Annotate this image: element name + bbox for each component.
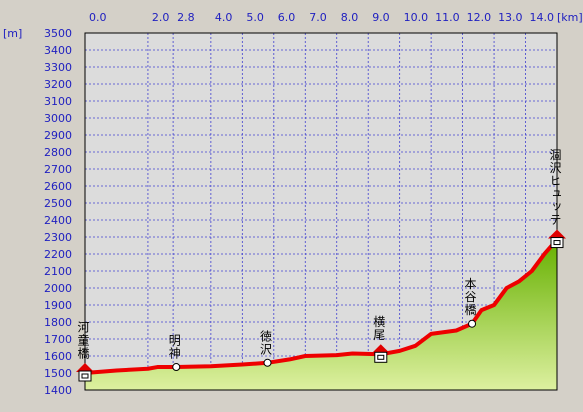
x-tick-label: 2.0 (152, 11, 170, 24)
x-tick-label: 5.0 (246, 11, 263, 24)
x-tick-label: 11.0 (435, 11, 460, 24)
x-tick-label: 10.0 (404, 11, 429, 24)
hut-marker (548, 229, 566, 249)
hut-marker (76, 363, 94, 382)
y-tick-label: 2300 (44, 231, 72, 244)
spot-marker (468, 319, 477, 328)
waypoint-label: 河童橋 (76, 321, 90, 360)
x-tick-label: 8.0 (341, 11, 359, 24)
x-tick-label: 0.0 (89, 11, 107, 24)
waypoint-label: 涸沢ヒュッテ (548, 148, 562, 226)
y-tick-label: 2000 (44, 282, 72, 295)
waypoint-label: 徳沢 (259, 328, 273, 355)
x-tick-label: 4.0 (215, 11, 233, 24)
y-tick-label: 2600 (44, 180, 72, 193)
y-tick-label: 2500 (44, 197, 72, 210)
x-tick-label: 6.0 (278, 11, 296, 24)
y-tick-label: 3200 (44, 78, 72, 91)
x-unit: [km] (557, 11, 583, 24)
y-unit: [m] (3, 27, 22, 40)
x-tick-label: 2.8 (177, 11, 195, 24)
y-tick-label: 1800 (44, 316, 72, 329)
y-tick-label: 3100 (44, 95, 72, 108)
y-tick-label: 1500 (44, 367, 72, 380)
y-tick-label: 2100 (44, 265, 72, 278)
y-tick-label: 3500 (44, 27, 72, 40)
x-tick-label: 7.0 (309, 11, 327, 24)
x-tick-label: 14.0 (530, 11, 555, 24)
x-tick-label: 12.0 (467, 11, 492, 24)
y-tick-label: 2700 (44, 163, 72, 176)
spot-marker (172, 363, 181, 372)
x-tick-label: 13.0 (498, 11, 522, 24)
y-tick-label: 1700 (44, 333, 72, 346)
waypoint-label: 本谷橋 (463, 277, 477, 316)
y-tick-label: 2200 (44, 248, 72, 261)
y-tick-label: 1400 (44, 384, 72, 397)
waypoint-label: 明神 (167, 334, 181, 360)
waypoint-label: 横尾 (372, 315, 386, 341)
y-tick-label: 3300 (44, 61, 72, 74)
y-tick-label: 2400 (44, 214, 72, 227)
area (85, 239, 557, 390)
x-tick-label: 9.0 (372, 11, 390, 24)
y-tick-label: 2900 (44, 129, 72, 142)
y-tick-label: 2800 (44, 146, 72, 159)
plot-border (84, 32, 558, 391)
hut-marker (371, 344, 390, 363)
spot-marker (263, 358, 272, 367)
y-tick-label: 1600 (44, 350, 72, 363)
y-tick-label: 1900 (44, 299, 72, 312)
y-tick-label: 3000 (44, 112, 72, 125)
y-tick-label: 3400 (44, 44, 72, 57)
